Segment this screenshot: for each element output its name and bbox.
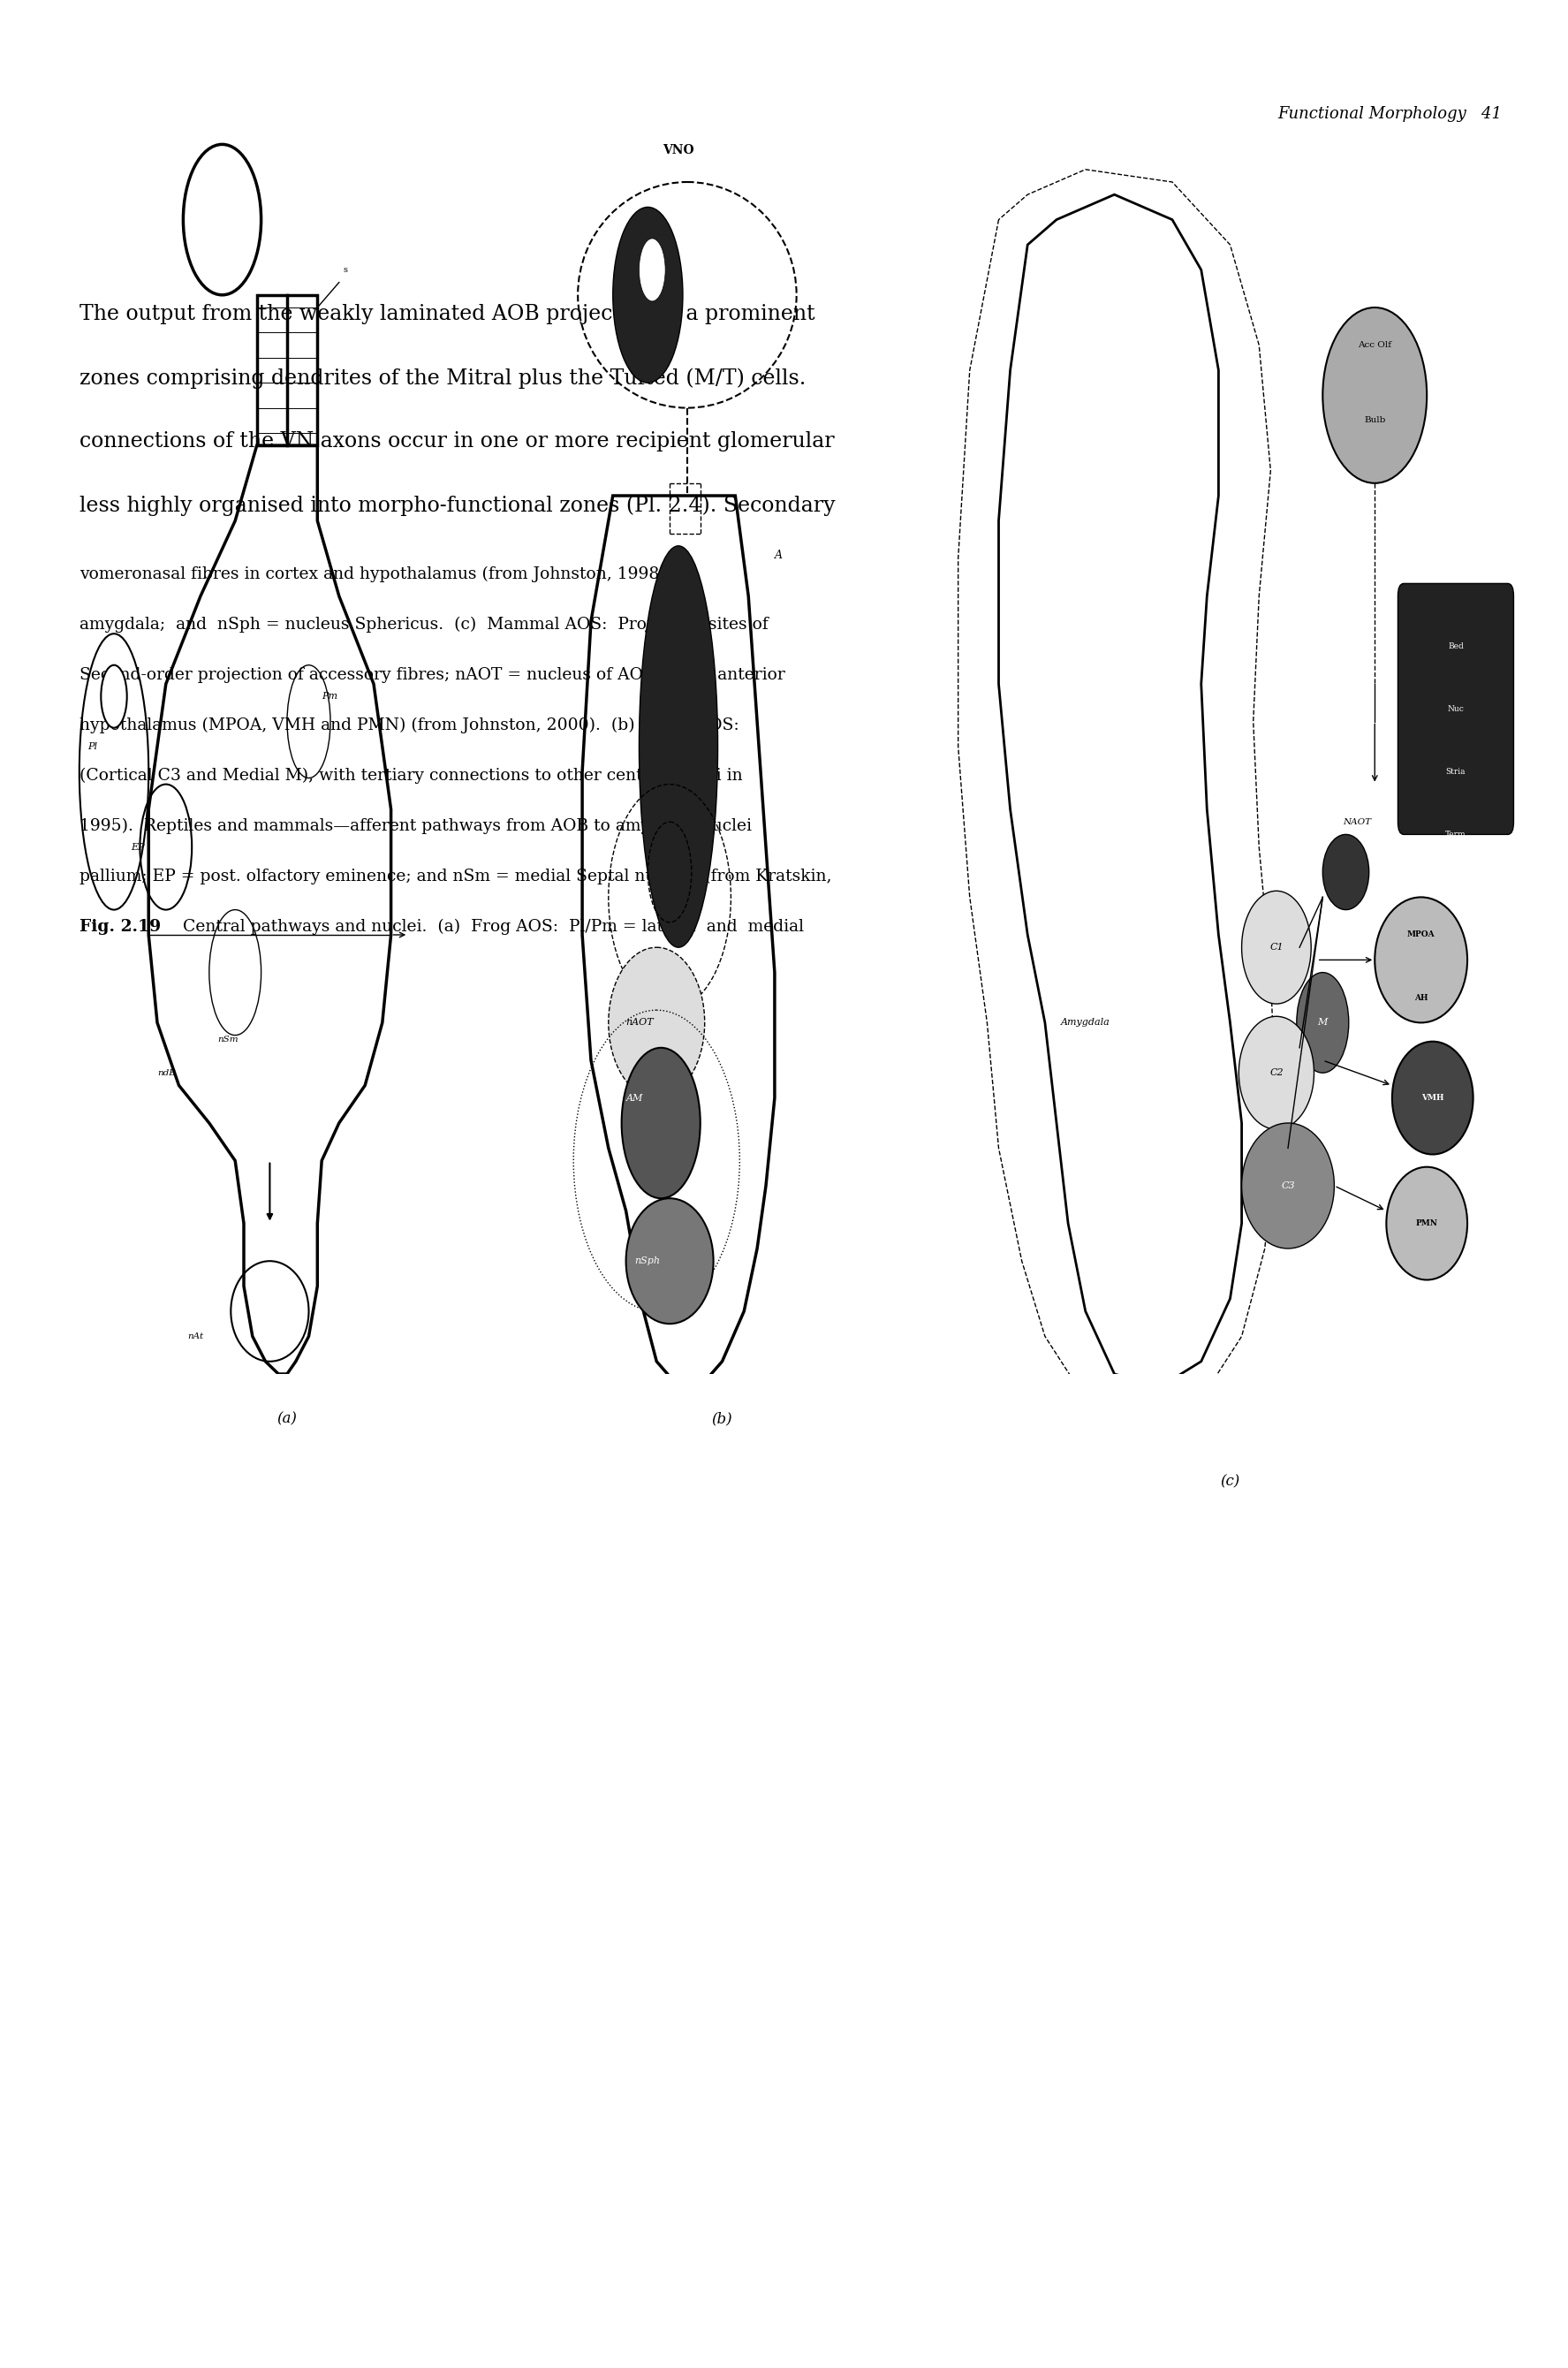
- Ellipse shape: [1297, 973, 1348, 1073]
- Ellipse shape: [1242, 890, 1311, 1004]
- Ellipse shape: [1242, 1122, 1334, 1248]
- Ellipse shape: [621, 1047, 701, 1198]
- Text: VMH: VMH: [1421, 1094, 1444, 1101]
- Text: A: A: [775, 549, 782, 561]
- Text: vomeronasal fibres in cortex and hypothalamus (from Johnston, 1998).: vomeronasal fibres in cortex and hypotha…: [80, 566, 671, 583]
- Text: pallium; EP = post. olfactory eminence; and nSm = medial Septal nucleus (from Kr: pallium; EP = post. olfactory eminence; …: [80, 869, 831, 886]
- Ellipse shape: [1375, 897, 1468, 1023]
- Text: AH: AH: [1414, 995, 1428, 1002]
- Text: Nuc: Nuc: [1447, 706, 1465, 713]
- Ellipse shape: [1392, 1042, 1472, 1156]
- Text: (b): (b): [712, 1411, 732, 1426]
- Text: nAOT: nAOT: [626, 1018, 654, 1028]
- Text: MPOA: MPOA: [1406, 931, 1435, 938]
- Text: EP: EP: [132, 843, 146, 852]
- Text: (c): (c): [1220, 1475, 1240, 1489]
- Text: AM: AM: [626, 1094, 643, 1103]
- Text: VNO: VNO: [663, 144, 695, 156]
- Text: Acc Olf: Acc Olf: [1358, 341, 1391, 348]
- Text: Bed: Bed: [1447, 642, 1463, 651]
- Text: C2: C2: [1270, 1068, 1283, 1077]
- Ellipse shape: [1323, 834, 1369, 909]
- Ellipse shape: [613, 206, 682, 384]
- Text: less highly organised into morpho-functional zones (Pl. 2.4). Secondary: less highly organised into morpho-functi…: [80, 495, 836, 516]
- Text: (a): (a): [278, 1411, 298, 1426]
- Text: Amygdala: Amygdala: [1062, 1018, 1110, 1028]
- Ellipse shape: [1386, 1167, 1468, 1279]
- Text: NAOT: NAOT: [1344, 817, 1372, 826]
- Text: Bulb: Bulb: [1364, 417, 1386, 424]
- Text: hypothalamus (MPOA, VMH and PMN) (from Johnston, 2000).  (b) Snake AOS:: hypothalamus (MPOA, VMH and PMN) (from J…: [80, 718, 739, 734]
- Text: nAt: nAt: [188, 1333, 204, 1340]
- Ellipse shape: [1239, 1016, 1314, 1130]
- Text: Pm: Pm: [321, 691, 337, 701]
- Ellipse shape: [1323, 308, 1427, 483]
- Text: 1995).  Reptiles and mammals—afferent pathways from AOB to amygdala nuclei: 1995). Reptiles and mammals—afferent pat…: [80, 819, 751, 834]
- Ellipse shape: [608, 947, 704, 1099]
- Ellipse shape: [640, 239, 665, 301]
- Text: amygdala;  and  nSph = nucleus Sphericus.  (c)  Mammal AOS:  Projection sites of: amygdala; and nSph = nucleus Sphericus. …: [80, 616, 768, 632]
- Text: M: M: [1317, 1018, 1328, 1028]
- Text: Central pathways and nuclei.  (a)  Frog AOS:  Pl/Pm = lateral  and  medial: Central pathways and nuclei. (a) Frog AO…: [172, 919, 804, 935]
- Text: C3: C3: [1281, 1182, 1295, 1191]
- Text: zones comprising dendrites of the Mitral plus the Tufted (M/T) cells.: zones comprising dendrites of the Mitral…: [80, 367, 806, 388]
- Text: ndB: ndB: [157, 1068, 176, 1077]
- Text: PMN: PMN: [1416, 1220, 1438, 1227]
- Text: s: s: [343, 265, 348, 275]
- Text: nSm: nSm: [218, 1035, 238, 1044]
- Ellipse shape: [640, 547, 718, 947]
- Text: Pl: Pl: [88, 741, 97, 751]
- Text: C1: C1: [1270, 942, 1283, 952]
- Ellipse shape: [100, 665, 127, 727]
- Text: Stria: Stria: [1446, 767, 1466, 777]
- Text: connections of the VN axons occur in one or more recipient glomerular: connections of the VN axons occur in one…: [80, 431, 834, 452]
- Text: (Cortical C3 and Medial M), with tertiary connections to other central nuclei in: (Cortical C3 and Medial M), with tertiar…: [80, 767, 743, 784]
- Text: The output from the weakly laminated AOB projects into a prominent: The output from the weakly laminated AOB…: [80, 303, 815, 324]
- FancyBboxPatch shape: [1399, 583, 1513, 834]
- Text: Term: Term: [1446, 831, 1466, 838]
- Text: Second-order projection of accessory fibres; nAOT = nucleus of AOT; AM = anterio: Second-order projection of accessory fib…: [80, 668, 786, 682]
- Text: nSph: nSph: [635, 1257, 660, 1265]
- Ellipse shape: [626, 1198, 713, 1324]
- Text: Functional Morphology   41: Functional Morphology 41: [1278, 107, 1502, 121]
- Text: Fig. 2.19: Fig. 2.19: [80, 919, 162, 935]
